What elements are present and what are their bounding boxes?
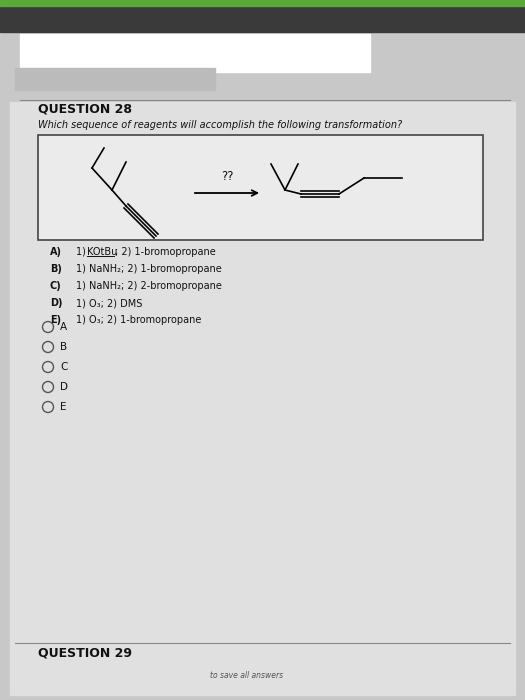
Text: Which sequence of reagents will accomplish the following transformation?: Which sequence of reagents will accompli…	[38, 120, 402, 130]
Bar	[0, 0, 525, 6]
Text: C: C	[60, 362, 67, 372]
Text: 1) O₃; 2) 1-bromopropane: 1) O₃; 2) 1-bromopropane	[76, 315, 202, 325]
Text: ??: ??	[220, 170, 233, 183]
Bar	[0, 0, 525, 32]
Text: 1): 1)	[76, 247, 89, 257]
Text: D: D	[60, 382, 68, 392]
Text: QUESTION 28: QUESTION 28	[38, 102, 132, 115]
Text: KOtBu: KOtBu	[87, 247, 118, 257]
Bar	[38, 135, 483, 240]
Text: E: E	[60, 402, 67, 412]
Text: to save all answers: to save all answers	[210, 671, 283, 680]
Text: B: B	[60, 342, 67, 352]
Text: A: A	[60, 322, 67, 332]
Text: C): C)	[50, 281, 62, 291]
Text: A): A)	[50, 247, 62, 257]
Text: E): E)	[50, 315, 61, 325]
Text: QUESTION 29: QUESTION 29	[38, 646, 132, 659]
Bar	[10, 102, 515, 695]
Text: 1) NaNH₂; 2) 1-bromopropane: 1) NaNH₂; 2) 1-bromopropane	[76, 264, 222, 274]
Text: D): D)	[50, 298, 62, 308]
Text: 1) NaNH₂; 2) 2-bromopropane: 1) NaNH₂; 2) 2-bromopropane	[76, 281, 222, 291]
Bar	[15, 68, 215, 90]
Bar	[20, 34, 370, 72]
Text: ; 2) 1-bromopropane: ; 2) 1-bromopropane	[115, 247, 216, 257]
Text: B): B)	[50, 264, 62, 274]
Text: 1) O₃; 2) DMS: 1) O₃; 2) DMS	[76, 298, 142, 308]
